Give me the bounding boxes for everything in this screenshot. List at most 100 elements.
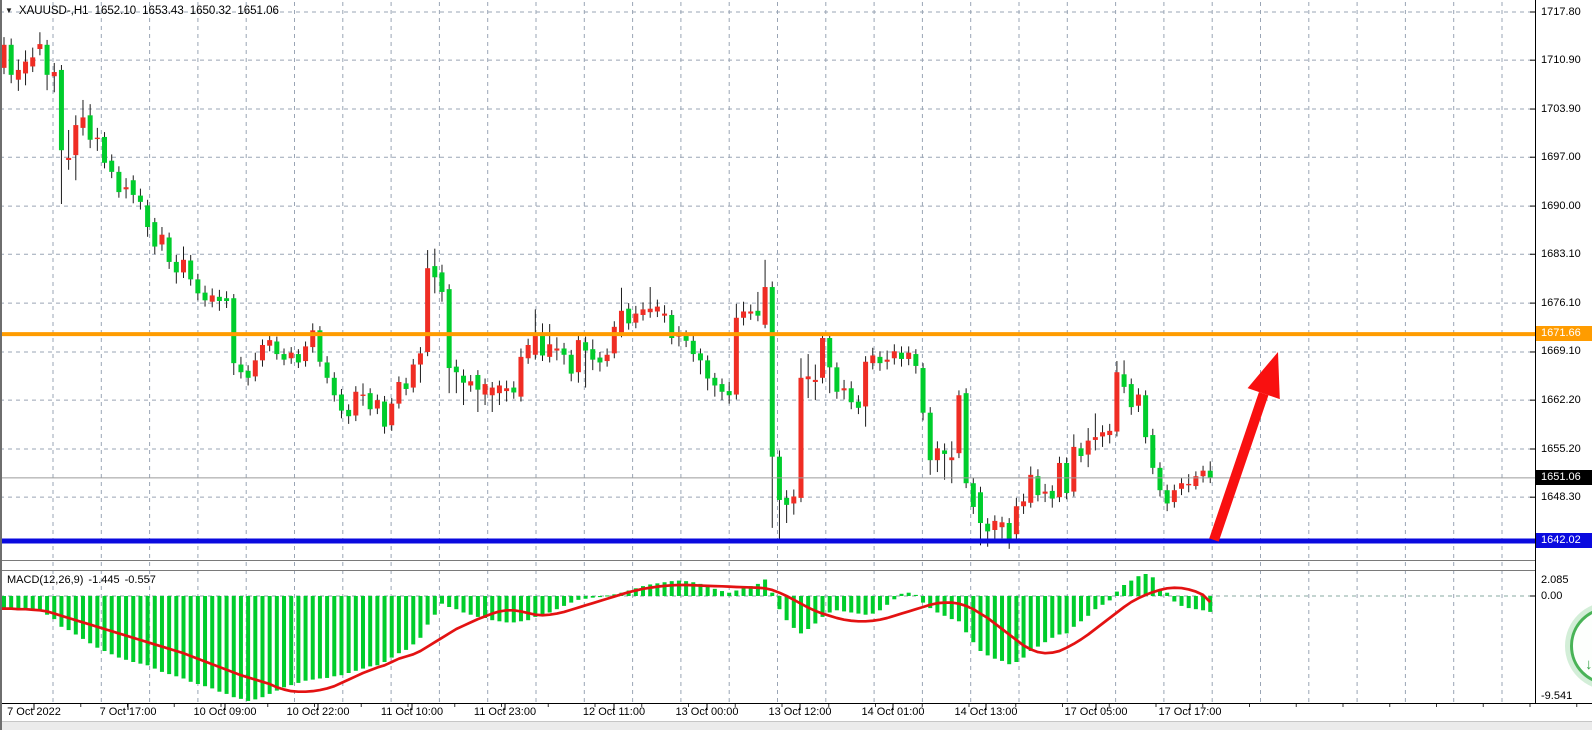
- bear-candle: [8, 44, 14, 75]
- macd-histogram-bar: [124, 596, 129, 660]
- macd-histogram-bar: [1193, 596, 1198, 610]
- time-tick-label: 17 Oct 17:00: [1158, 706, 1222, 718]
- high-value: 1653.43: [142, 5, 184, 17]
- macd-histogram-bar: [684, 581, 689, 596]
- macd-histogram-bar: [1129, 580, 1134, 596]
- price-tick-label: 1697.00: [1541, 150, 1581, 163]
- chevron-down-icon[interactable]: ▼: [5, 6, 13, 15]
- macd-histogram-bar: [518, 596, 523, 622]
- macd-histogram-bar: [834, 596, 839, 611]
- bull-candle: [741, 311, 747, 318]
- bull-candle: [1, 44, 7, 68]
- bear-candle: [769, 287, 775, 457]
- symbol-period-label: XAUUSD-,H1: [18, 5, 89, 17]
- macd-histogram-bar: [842, 596, 847, 612]
- bull-candle: [396, 381, 402, 404]
- bear-candle: [216, 296, 222, 302]
- macd-histogram-bar: [1071, 596, 1076, 627]
- macd-histogram-bar: [928, 596, 933, 609]
- bear-candle: [712, 377, 718, 386]
- bear-candle: [137, 195, 143, 202]
- bear-candle: [784, 497, 790, 505]
- macd-histogram-bar: [317, 596, 322, 679]
- macd-histogram-bar: [325, 596, 330, 678]
- macd-histogram-bar: [310, 596, 315, 680]
- macd-histogram-bar: [1165, 592, 1170, 596]
- macd-histogram-bar: [80, 596, 85, 639]
- macd-histogram-bar: [1057, 596, 1062, 635]
- bull-candle: [15, 69, 21, 80]
- macd-histogram-bar: [1157, 589, 1162, 596]
- macd-histogram-bar: [497, 596, 502, 622]
- macd-histogram-bar: [1186, 596, 1191, 609]
- bear-candle: [231, 298, 237, 364]
- bear-candle: [1049, 490, 1055, 499]
- bull-candle: [805, 376, 811, 380]
- macd-histogram-bar: [1172, 596, 1177, 602]
- price-tick-label: 1717.80: [1541, 5, 1581, 18]
- chart-header: ▼ XAUUSD-,H1 1652.10 1653.43 1650.32 1651.06: [5, 5, 285, 17]
- macd-histogram-bar: [231, 596, 236, 698]
- macd-histogram-bar: [885, 596, 890, 605]
- bull-candle: [1171, 490, 1177, 503]
- macd-histogram-bar: [755, 583, 760, 596]
- macd-histogram-bar: [404, 596, 409, 650]
- bull-candle: [80, 117, 86, 128]
- macd-histogram-bar: [23, 596, 28, 611]
- macd-histogram-bar: [353, 596, 358, 671]
- macd-histogram-bar: [727, 592, 732, 596]
- macd-histogram-bar: [827, 596, 832, 613]
- time-tick-label: 17 Oct 05:00: [1064, 706, 1128, 718]
- bear-candle: [597, 357, 603, 363]
- price-tick-label: 1683.10: [1541, 247, 1581, 260]
- bear-candle: [755, 310, 761, 316]
- macd-histogram-bar: [942, 596, 947, 616]
- bull-candle: [992, 520, 998, 530]
- macd-histogram-bar: [267, 596, 272, 694]
- macd-histogram-bar: [1093, 596, 1098, 610]
- macd-histogram-bar: [820, 596, 825, 617]
- macd-histogram-bar: [439, 596, 444, 604]
- time-tick-label: 7 Oct 17:00: [99, 706, 157, 718]
- bear-candle: [432, 266, 438, 278]
- macd-histogram-bar: [152, 596, 157, 669]
- bear-candle: [1143, 395, 1149, 438]
- macd-histogram-bar: [483, 596, 488, 618]
- bull-candle: [762, 287, 768, 325]
- bull-candle: [604, 354, 610, 362]
- bull-candle: [547, 344, 553, 357]
- bull-candle: [798, 377, 804, 498]
- bear-candle: [877, 356, 883, 364]
- bull-candle: [1071, 446, 1077, 492]
- macd-histogram-bar: [569, 596, 574, 603]
- macd-histogram-bar: [490, 596, 495, 621]
- bear-candle: [461, 375, 467, 383]
- macd-histogram-bar: [576, 596, 581, 600]
- bear-candle: [403, 383, 409, 389]
- bull-candle: [1028, 474, 1034, 503]
- macd-histogram-bar: [167, 596, 172, 675]
- bear-candle: [346, 409, 352, 417]
- bear-candle: [295, 354, 301, 363]
- bear-candle: [382, 401, 388, 427]
- bear-candle: [109, 160, 115, 172]
- macd-histogram-bar: [1107, 596, 1112, 601]
- open-value: 1652.10: [94, 5, 137, 17]
- macd-histogram-bar: [45, 596, 50, 615]
- low-value: 1650.32: [189, 5, 232, 17]
- macd-histogram-bar: [1122, 585, 1127, 596]
- macd-histogram-bar: [461, 596, 466, 613]
- macd-histogram-bar: [540, 596, 545, 616]
- bull-candle: [841, 388, 847, 391]
- bear-candle: [331, 377, 337, 396]
- bull-candle: [66, 157, 72, 160]
- bull-candle: [1021, 501, 1027, 507]
- price-tick-label: 1662.20: [1541, 393, 1581, 406]
- bull-candle: [1056, 462, 1062, 498]
- bull-candle: [820, 338, 826, 378]
- macd-histogram-bar: [1086, 596, 1091, 616]
- macd-histogram-bar: [131, 596, 136, 662]
- bull-candle: [791, 496, 797, 504]
- bull-candle: [51, 72, 57, 77]
